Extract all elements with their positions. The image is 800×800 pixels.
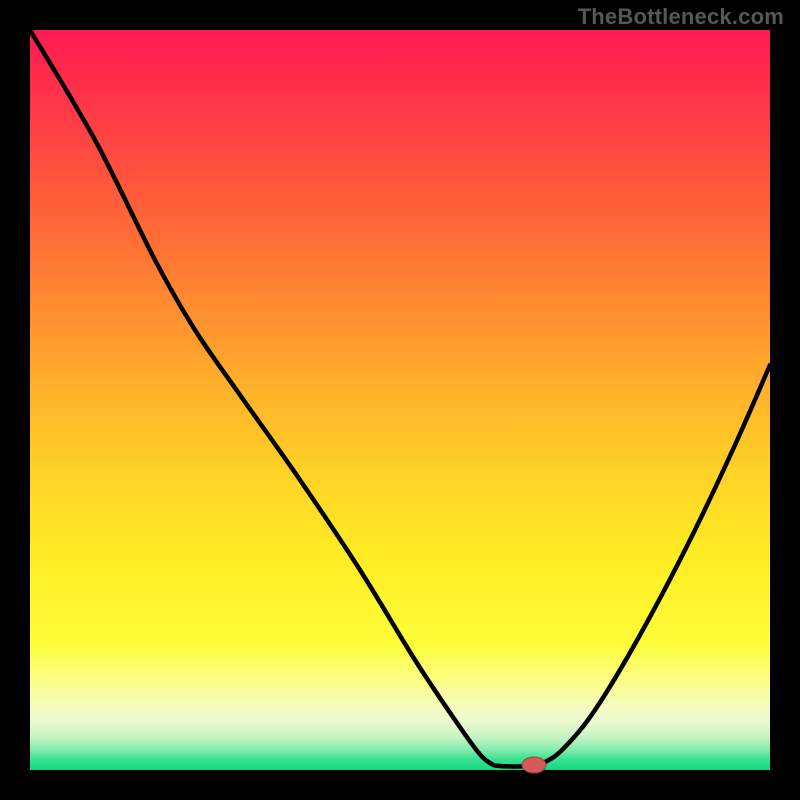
watermark-text: TheBottleneck.com [578, 4, 784, 30]
bottleneck-chart [0, 0, 800, 800]
optimal-marker [522, 757, 546, 773]
plot-area-gradient [30, 30, 770, 770]
